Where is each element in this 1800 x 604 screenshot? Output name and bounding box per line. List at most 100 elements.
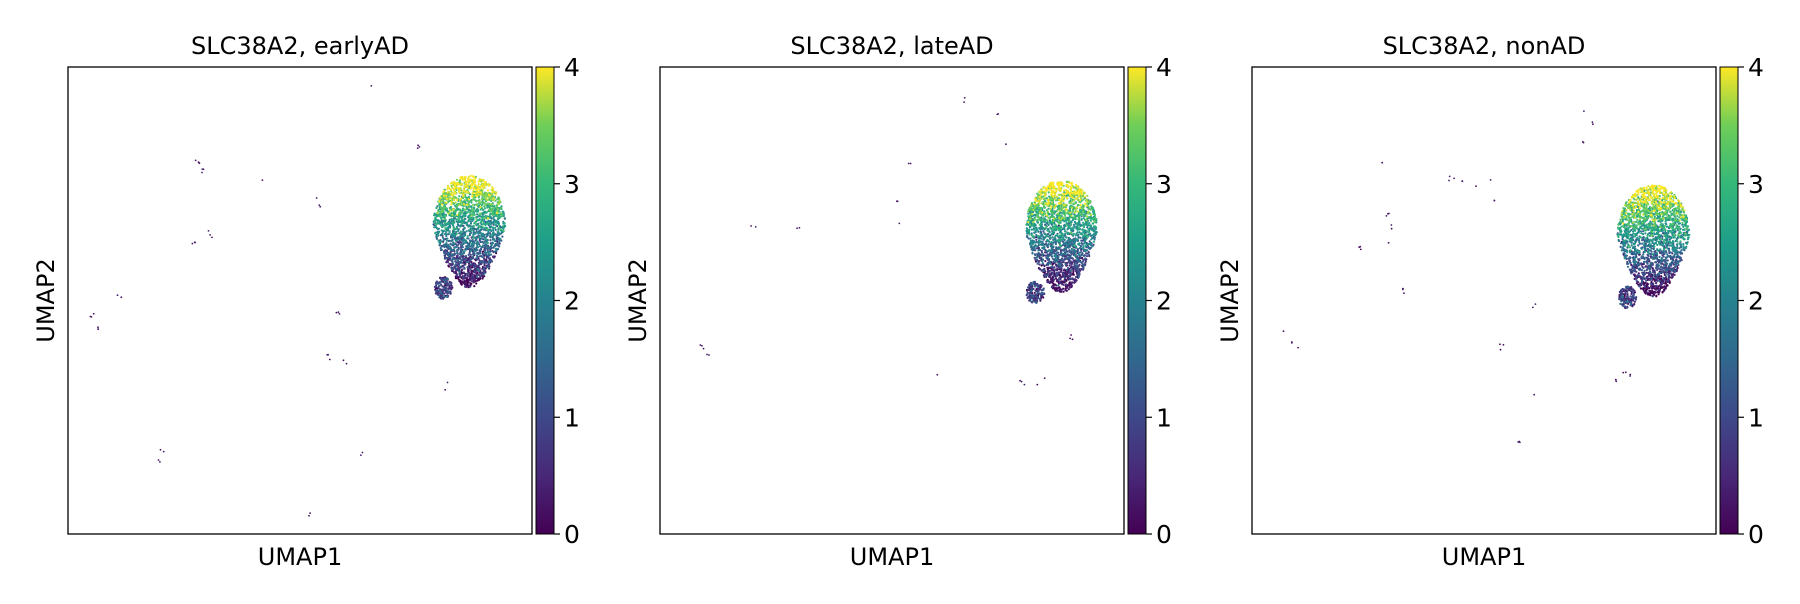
cluster-point	[462, 246, 464, 248]
cluster-point	[1064, 274, 1066, 276]
cluster-point	[498, 245, 500, 247]
cluster-point	[492, 256, 494, 258]
cluster-point	[464, 176, 466, 178]
cluster-point	[483, 217, 485, 219]
sparse-point	[326, 354, 328, 356]
cluster-point	[463, 209, 465, 211]
cluster-point	[1054, 255, 1056, 257]
cluster-point	[480, 194, 482, 196]
cluster-point	[441, 249, 443, 251]
cluster-point	[1075, 238, 1077, 240]
cluster-point	[444, 207, 446, 209]
cluster-point	[456, 233, 458, 235]
cluster-point	[445, 209, 447, 211]
cluster-point	[458, 212, 460, 214]
cluster-point	[1084, 262, 1086, 264]
cluster-point	[451, 214, 453, 216]
cluster-point	[1071, 207, 1073, 209]
cluster-point	[1047, 270, 1049, 272]
cluster-point	[1074, 242, 1076, 244]
cluster-point	[1039, 196, 1041, 198]
sparse-point	[1462, 180, 1464, 182]
cluster-point	[1078, 272, 1080, 274]
cluster-point	[468, 256, 470, 258]
cluster-point	[472, 237, 474, 239]
cluster-point	[1090, 214, 1092, 216]
cluster-point	[455, 228, 457, 230]
cluster-point	[1064, 289, 1066, 291]
cluster-point	[443, 244, 445, 246]
cluster-point	[1035, 302, 1037, 304]
cluster-point	[1071, 243, 1073, 245]
sparse-point	[1391, 228, 1393, 230]
cluster-point	[1071, 281, 1073, 283]
cluster-point	[1086, 205, 1088, 207]
cluster-point	[1039, 224, 1041, 226]
cluster-point	[1087, 211, 1089, 213]
cluster-point	[475, 282, 477, 284]
cluster-point	[473, 176, 475, 178]
cluster-point	[475, 177, 477, 179]
cluster-point	[1077, 253, 1079, 255]
cluster-point	[1092, 222, 1094, 224]
cluster-point	[446, 240, 448, 242]
cluster-point	[456, 214, 458, 216]
cluster-point	[1030, 297, 1032, 299]
cluster-point	[439, 197, 441, 199]
cluster-point	[1048, 241, 1050, 243]
cluster-point	[477, 268, 479, 270]
cluster-point	[476, 195, 478, 197]
cluster-point	[500, 207, 502, 209]
sparse-point	[336, 312, 338, 314]
cluster-point	[1053, 266, 1055, 268]
cluster-point	[476, 252, 478, 254]
cluster-point	[461, 253, 463, 255]
cluster-point	[1070, 189, 1072, 191]
cluster-point	[464, 199, 466, 201]
cluster-point	[1037, 249, 1039, 251]
cluster-point	[440, 281, 442, 283]
cluster-point	[481, 198, 483, 200]
cluster-point	[455, 266, 457, 268]
cluster-point	[1029, 238, 1031, 240]
cluster-point	[481, 184, 483, 186]
cluster-point	[465, 191, 467, 193]
cluster-point	[464, 282, 466, 284]
cluster-point	[1070, 270, 1072, 272]
cluster-point	[470, 265, 472, 267]
cluster-point	[496, 205, 498, 207]
cluster-point	[1040, 243, 1042, 245]
cluster-point	[1074, 202, 1076, 204]
colorbar-tick-label: 4	[564, 53, 580, 82]
sparse-point	[799, 227, 801, 229]
cluster-point	[1036, 214, 1038, 216]
cluster-point	[1073, 227, 1075, 229]
cluster-point	[478, 194, 480, 196]
cluster-point	[1094, 214, 1096, 216]
cluster-point	[476, 255, 478, 257]
cluster-point	[1038, 240, 1040, 242]
cluster-point	[1025, 224, 1027, 226]
cluster-point	[485, 212, 487, 214]
cluster-point	[1043, 270, 1045, 272]
cluster-point	[1061, 280, 1063, 282]
cluster-point	[1063, 250, 1065, 252]
cluster-point	[463, 188, 465, 190]
cluster-point	[473, 230, 475, 232]
cluster-point	[493, 239, 495, 241]
cluster-point	[1042, 289, 1044, 291]
cluster-point	[1039, 268, 1041, 270]
cluster-point	[439, 243, 441, 245]
cluster-point	[1062, 261, 1064, 263]
cluster-point	[461, 183, 463, 185]
cluster-point	[496, 212, 498, 214]
cluster-point	[1045, 226, 1047, 228]
cluster-point	[1059, 241, 1061, 243]
cluster-point	[441, 209, 443, 211]
cluster-point	[456, 199, 458, 201]
cluster-point	[1050, 206, 1052, 208]
cluster-point	[437, 234, 439, 236]
cluster-point	[458, 195, 460, 197]
cluster-point	[468, 196, 470, 198]
